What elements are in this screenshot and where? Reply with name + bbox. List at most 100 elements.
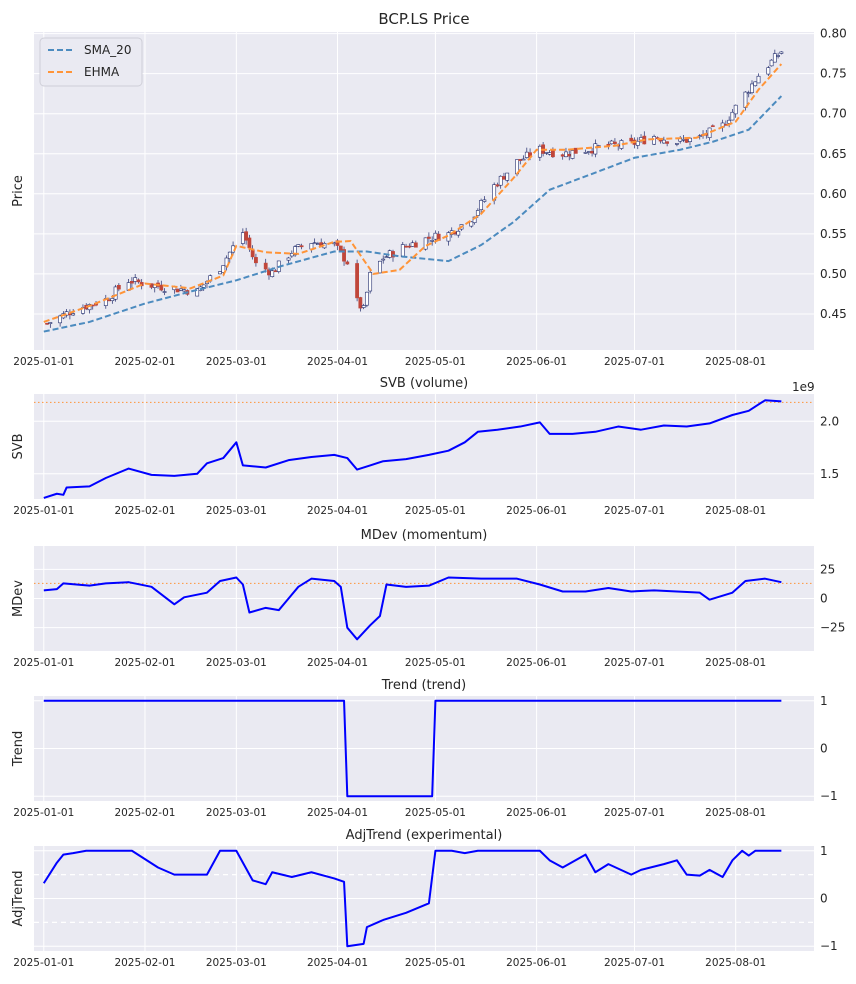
candle-body [567, 153, 572, 157]
y-axis-label: Price [11, 175, 26, 207]
chart-title: SVB (volume) [380, 376, 469, 391]
y-axis-label: Trend [11, 731, 26, 768]
y-axis-label: MDev [11, 580, 26, 617]
candle-body [342, 249, 346, 262]
candle-body [681, 139, 686, 141]
candle-body [505, 172, 510, 181]
candle-body [573, 147, 578, 154]
y-tick-label: 1.5 [820, 467, 839, 481]
candle-body [498, 175, 503, 186]
candle-body [652, 136, 656, 145]
candle-body [107, 299, 111, 302]
x-tick-label: 2025-07-01 [604, 356, 665, 368]
candle-body [772, 53, 777, 63]
candle-body [410, 242, 415, 247]
x-tick-label: 2025-02-01 [114, 957, 175, 969]
x-tick-label: 2025-06-01 [506, 356, 567, 368]
x-tick-label: 2025-05-01 [405, 657, 466, 669]
candle-body [159, 284, 164, 291]
y-tick-label: 0.45 [820, 307, 847, 321]
candle-body [629, 137, 634, 142]
candle-body [609, 140, 614, 145]
plot-background [34, 394, 814, 499]
panel-1: 2025-01-01 2025-02-01 2025-03-01 2025-04-01… [11, 10, 847, 368]
candle-body [378, 260, 382, 274]
candle-body [495, 184, 500, 187]
y-tick-label: 0 [820, 892, 828, 906]
candle-body [116, 284, 121, 290]
candle-body [130, 280, 134, 284]
chart-title: AdjTrend (experimental) [346, 828, 503, 843]
candle-body [635, 140, 640, 146]
candle-body [537, 145, 542, 158]
x-tick-label: 2025-04-01 [307, 505, 368, 517]
candle-body [593, 143, 598, 155]
candle-body [613, 141, 617, 144]
candle-body [364, 291, 369, 306]
x-tick-label: 2025-03-01 [206, 505, 267, 517]
candle-body [766, 67, 771, 75]
plot-background [34, 32, 814, 350]
candle-body [423, 237, 428, 250]
x-tick-label: 2025-08-01 [705, 356, 766, 368]
x-tick-label: 2025-08-01 [705, 657, 766, 669]
x-tick-label: 2025-02-01 [114, 657, 175, 669]
y-tick-label: −1 [820, 939, 838, 953]
candle-body [400, 244, 405, 257]
y-tick-label: 0 [820, 742, 828, 756]
x-tick-label: 2025-08-01 [705, 957, 766, 969]
candle-body [391, 251, 395, 258]
x-tick-label: 2025-01-01 [13, 356, 74, 368]
candle-body [296, 244, 301, 247]
candle-body [658, 139, 663, 142]
candle-body [665, 141, 670, 144]
candle-body [456, 230, 461, 236]
candle-body [250, 249, 255, 258]
candle-body [560, 154, 565, 157]
candle-body [312, 242, 317, 245]
candle-body [335, 240, 340, 246]
y-tick-label: 0.50 [820, 267, 847, 281]
candle-body [518, 159, 523, 161]
candle-body [345, 261, 350, 265]
panel-3: 2025-01-01 2025-02-01 2025-03-01 2025-04-01… [11, 528, 845, 669]
y-tick-label: 25 [820, 562, 835, 576]
panel-5: 2025-01-01 2025-02-01 2025-03-01 2025-04-01… [11, 828, 838, 969]
candle-body [675, 143, 679, 145]
candle-body [433, 232, 438, 240]
candle-body [430, 240, 435, 242]
x-tick-label: 2025-03-01 [206, 807, 267, 819]
candle-body [475, 210, 480, 216]
candle-body [590, 150, 594, 154]
candle-body [479, 200, 484, 210]
candle-body [273, 270, 278, 273]
candle-body [547, 152, 552, 155]
candle-body [48, 322, 53, 324]
x-tick-label: 2025-04-01 [307, 957, 368, 969]
x-tick-label: 2025-02-01 [114, 356, 175, 368]
candle-body [289, 253, 294, 257]
candle-body [753, 81, 758, 87]
candle-body [769, 59, 774, 67]
candle-body [162, 291, 167, 293]
candle-body [684, 139, 689, 143]
x-tick-label: 2025-08-01 [705, 807, 766, 819]
candle-body [316, 243, 320, 245]
candle-body [175, 288, 180, 293]
x-tick-label: 2025-07-01 [604, 807, 665, 819]
candle-body [240, 232, 245, 244]
candle-body [746, 92, 751, 95]
candle-body [58, 315, 63, 324]
candle-body [743, 91, 748, 108]
candle-body [195, 288, 200, 297]
axis-offset-label: 1e9 [792, 380, 815, 394]
candle-body [413, 242, 418, 248]
x-tick-label: 2025-05-01 [405, 807, 466, 819]
candle-body [113, 286, 118, 300]
candle-body [299, 245, 304, 248]
y-tick-label: −1 [820, 789, 838, 803]
x-tick-label: 2025-07-01 [604, 505, 665, 517]
series-line [43, 699, 782, 798]
series-line [43, 576, 782, 641]
candle-body [263, 262, 268, 270]
